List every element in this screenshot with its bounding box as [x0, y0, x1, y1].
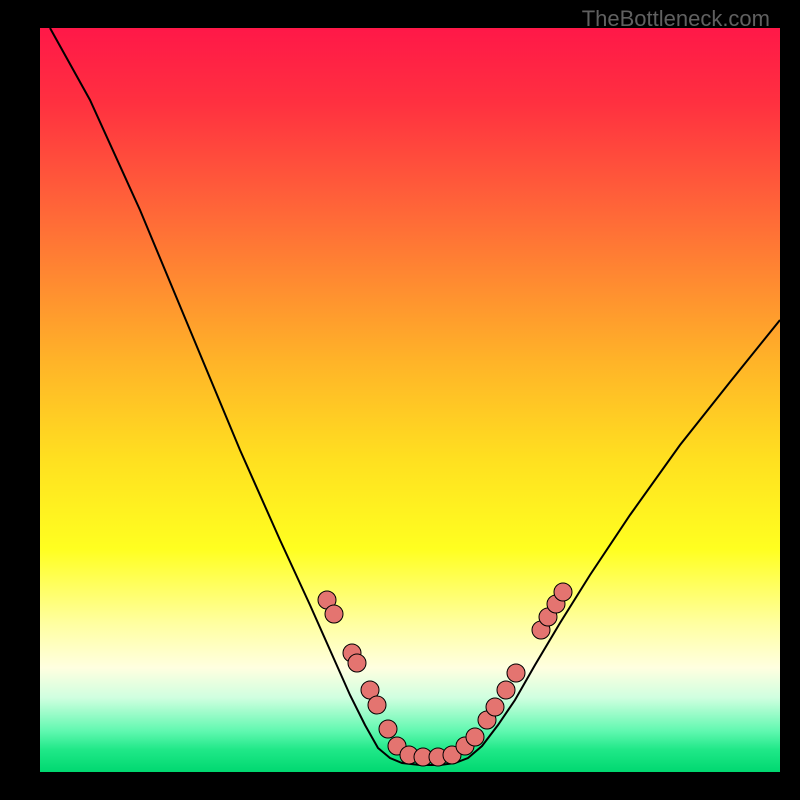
watermark-text: TheBottleneck.com: [582, 6, 770, 32]
data-point: [379, 720, 397, 738]
data-point: [486, 698, 504, 716]
data-point: [507, 664, 525, 682]
data-point: [497, 681, 515, 699]
data-point: [348, 654, 366, 672]
data-point: [368, 696, 386, 714]
data-point: [466, 728, 484, 746]
chart-svg: [0, 0, 800, 800]
data-point: [325, 605, 343, 623]
data-point: [554, 583, 572, 601]
chart-root: [0, 0, 800, 800]
plot-background: [40, 28, 780, 772]
